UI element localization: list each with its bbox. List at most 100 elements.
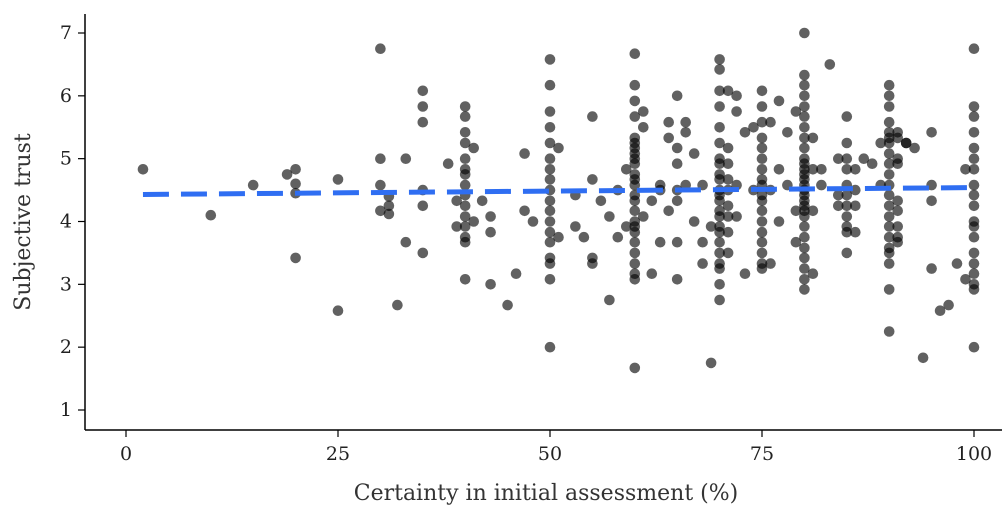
data-point [383,200,395,212]
data-point [714,174,725,185]
data-point [629,95,641,107]
data-point [697,236,708,248]
data-point [638,122,649,133]
data-point [629,179,641,191]
data-point [459,169,471,180]
data-point [858,153,870,164]
x-tick-label: 0 [120,443,132,465]
data-point [799,69,810,81]
data-point [968,247,980,259]
data-point [281,169,293,180]
data-point [943,299,954,311]
data-point [714,294,725,306]
data-point [722,247,734,259]
data-point [833,200,844,212]
data-point [892,236,903,248]
data-point [841,200,853,212]
data-point [883,90,895,102]
data-point [722,226,734,238]
data-point [841,189,853,201]
data-point [714,54,725,65]
data-point [671,142,683,154]
data-point [756,142,768,154]
data-point [621,164,632,175]
data-point [722,211,734,222]
data-point [459,111,471,122]
data-point [375,43,386,54]
data-point [756,132,768,144]
data-point [544,54,556,65]
data-point [663,205,674,217]
data-point [646,195,658,207]
data-point [205,209,217,221]
data-point [731,90,742,102]
data-point [544,236,556,248]
data-point [714,211,725,222]
data-point [883,326,895,337]
data-point [883,231,895,243]
data-point [714,137,725,149]
data-point [375,153,386,164]
data-point [629,79,641,91]
data-point [544,258,556,269]
data-point [883,169,895,180]
data-point [883,200,895,212]
data-point [485,226,496,238]
data-point [485,279,496,290]
data-point [790,106,802,117]
data-point [714,158,725,169]
data-point [833,189,844,201]
data-point [968,153,980,164]
data-point [951,258,963,269]
data-point [756,226,768,238]
data-point [799,27,810,39]
data-point [578,231,590,243]
data-point [883,101,895,112]
data-point [544,205,556,217]
data-point [638,211,649,222]
data-point [544,122,556,133]
data-point [417,247,429,259]
data-point [722,174,734,185]
data-point [799,221,810,232]
y-tick-label: 2 [60,336,72,358]
data-point [587,258,598,269]
data-point [841,211,853,222]
data-point [765,116,776,128]
data-point [671,158,683,169]
data-point [332,305,344,317]
data-point [459,179,471,191]
data-point [663,132,674,144]
data-point [731,106,742,117]
data-point [968,284,980,295]
data-point [799,284,810,295]
data-point [459,211,471,222]
data-point [544,153,556,164]
data-point [756,216,768,227]
data-point [629,258,641,269]
data-point [968,268,980,280]
data-point [883,158,895,169]
data-point [883,189,895,201]
data-point [290,164,301,175]
data-point [714,85,725,97]
data-point [544,79,556,91]
data-point [883,116,895,128]
data-point [807,132,819,144]
data-point [866,158,878,169]
data-point [892,205,903,217]
data-point [850,200,861,212]
data-point [968,164,980,175]
data-point [587,174,598,185]
data-point [629,362,641,374]
data-point [968,258,980,269]
y-tick-label: 7 [60,22,72,44]
x-tick-label: 25 [326,443,350,465]
data-point [841,111,853,122]
data-point [417,85,429,97]
data-point [722,85,734,97]
data-point [883,211,895,222]
data-point [587,111,598,122]
data-point [968,231,980,243]
data-point [621,221,632,232]
